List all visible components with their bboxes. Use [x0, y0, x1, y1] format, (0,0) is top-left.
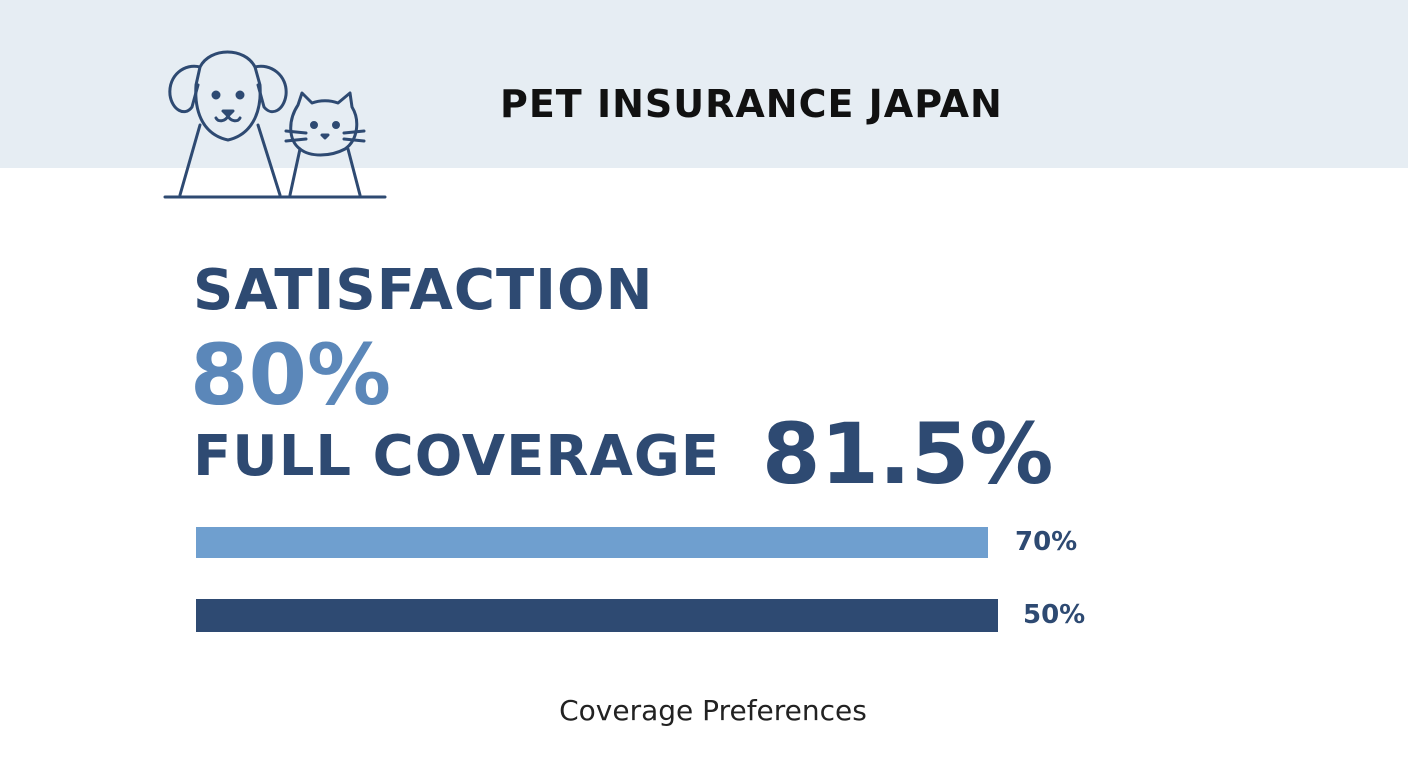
- bar-label: 70%: [1015, 527, 1078, 557]
- pet-icon: [163, 50, 387, 199]
- stat-label: SATISFACTION: [193, 258, 654, 323]
- stat-value: 81.5%: [762, 405, 1054, 503]
- page-title: PET INSURANCE JAPAN: [500, 82, 1003, 126]
- caption: Coverage Preferences: [559, 694, 867, 727]
- bar-label: 50%: [1023, 600, 1086, 630]
- stat-label: FULL COVERAGE: [193, 424, 721, 489]
- bar: [196, 599, 998, 632]
- stat-value: 80%: [190, 326, 392, 424]
- header-band: [0, 0, 1408, 168]
- bar: [196, 527, 988, 558]
